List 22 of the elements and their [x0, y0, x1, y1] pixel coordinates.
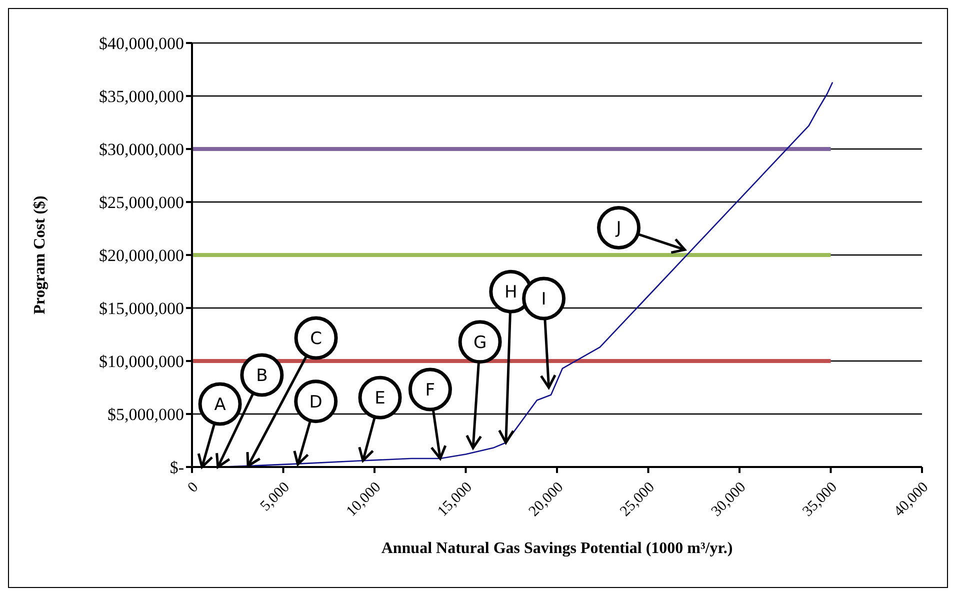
annotation: G — [473, 332, 487, 353]
y-tick-label: $35,000,000 — [99, 87, 184, 106]
x-tick-label: 0 — [184, 479, 202, 496]
annotation: A — [214, 395, 226, 415]
y-axis-title: Program Cost ($) — [32, 196, 49, 314]
y-tick-label: $10,000,000 — [99, 352, 184, 372]
annotation: C — [310, 328, 322, 349]
y-tick-label: $15,000,000 — [99, 299, 184, 318]
annotation: H — [504, 282, 518, 303]
y-tick-label: $40,000,000 — [99, 34, 184, 54]
annotation: J — [615, 218, 622, 239]
annotation: I — [541, 290, 546, 310]
y-tick-label: $- — [170, 458, 184, 478]
annotation: E — [374, 388, 386, 409]
annotation: B — [256, 366, 268, 386]
y-tick-label: $25,000,000 — [99, 193, 184, 212]
x-axis-title: Annual Natural Gas Savings Potential (1000 m³/yr.) — [381, 540, 733, 557]
annotation: D — [309, 392, 322, 412]
y-tick-label: $30,000,000 — [99, 140, 184, 160]
annotation: F — [425, 380, 436, 401]
y-tick-label: $20,000,000 — [99, 246, 184, 266]
y-tick-label: $5,000,000 — [108, 405, 184, 424]
